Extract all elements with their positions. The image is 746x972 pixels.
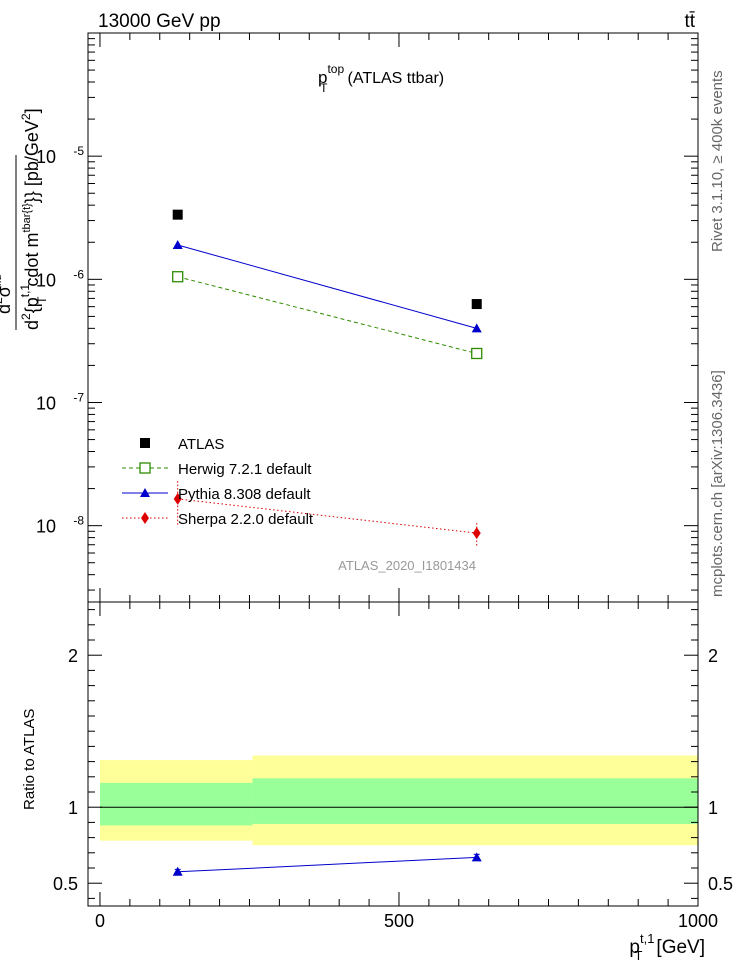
ratio-y-tick-label-right: 2 (708, 646, 718, 666)
ratio-data-point (172, 866, 183, 876)
data-point (471, 347, 483, 360)
ratio-y-axis-label: Ratio to ATLAS (21, 709, 38, 810)
x-tick-label: 1000 (678, 911, 718, 931)
y-tick-label-exponent: -5 (73, 144, 84, 158)
green-band (99, 782, 253, 826)
series-line (177, 244, 477, 329)
legend-marker (140, 488, 150, 497)
ratio-uncertainty-bands (99, 755, 698, 846)
green-band (252, 778, 698, 824)
data-point (173, 492, 182, 505)
y-tick-label-exponent: -8 (73, 514, 84, 528)
legend: ATLAS Herwig 7.2.1 default Pythia 8.308 de… (122, 436, 314, 528)
ratio-data-marks (172, 852, 482, 876)
ratio-y-tick-labels: 0.5 0.5 1 1 2 2 (53, 646, 733, 894)
ratio-series-line (177, 856, 477, 873)
y-tick-label-exponent: -6 (73, 267, 84, 281)
legend-label: Pythia 8.308 default (178, 486, 311, 503)
ratio-plot-panel: 0.5 0.5 1 1 2 2 0 500 1000 (53, 601, 733, 931)
ratio-y-tick-label-right: 0.5 (708, 874, 733, 894)
y-tick-label-exponent: -7 (73, 390, 84, 404)
legend-label: Sherpa 2.2.0 default (178, 511, 314, 528)
main-y-tick-labels: 10 -8 10 -7 10 -6 10 -5 (36, 144, 84, 536)
mcplots-reference-label: mcplots.cern.ch [arXiv:1306.3436] (709, 370, 726, 597)
data-point (172, 209, 183, 220)
ratio-y-tick-label-right: 1 (708, 798, 718, 818)
ratio-y-tick-label-left: 0.5 (53, 874, 78, 894)
legend-marker (139, 462, 151, 474)
main-axis-ticks (88, 32, 699, 602)
y-tick-label: 10 (36, 517, 56, 537)
main-data-marks (172, 209, 483, 546)
legend-marker (141, 512, 149, 524)
analysis-watermark: ATLAS_2020_I1801434 (338, 558, 476, 573)
energy-label: 13000 GeV pp (98, 11, 221, 32)
data-point (172, 239, 183, 249)
svg-text:d2σfid: d2σfid (0, 275, 14, 314)
y-tick-label: 10 (36, 147, 56, 167)
legend-label: ATLAS (178, 436, 224, 453)
ratio-y-tick-label-left: 1 (68, 798, 78, 818)
x-tick-label: 500 (384, 911, 414, 931)
process-label: tt̄ (684, 11, 695, 32)
svg-text:d2{pt,1Tcdot mtbar{t}}} [pb/Ge: d2{pt,1Tcdot mtbar{t}}} [pb/GeV2] (18, 108, 49, 330)
main-y-axis-label: d2{pt,1Tcdot mtbar{t}}} [pb/GeV2] d2σfid (0, 108, 49, 330)
data-point (471, 323, 482, 333)
series-line (177, 276, 477, 354)
x-tick-labels: 0 500 1000 (95, 911, 718, 931)
y-tick-label: 10 (36, 393, 56, 413)
ratio-axis-ticks (88, 602, 699, 906)
y-tick-label: 10 (36, 270, 56, 290)
data-point (471, 299, 482, 310)
data-point (472, 527, 481, 540)
x-axis-label: pt,1 T [GeV] (629, 931, 705, 963)
legend-marker (140, 438, 150, 448)
x-tick-label: 0 (95, 911, 105, 931)
legend-label: Herwig 7.2.1 default (178, 461, 312, 478)
main-plot-title: ptop T(ATLAS ttbar) (318, 62, 444, 95)
data-point (172, 271, 184, 283)
rivet-version-label: Rivet 3.1.10, ≥ 400k events (709, 70, 726, 252)
ratio-frame (87, 601, 699, 907)
ratio-data-point (471, 852, 482, 862)
ratio-y-tick-label-left: 2 (68, 646, 78, 666)
main-plot-panel: 10 -8 10 -7 10 -6 10 -5 ptop T(ATLAS ttbar) ATLA… (36, 32, 699, 603)
